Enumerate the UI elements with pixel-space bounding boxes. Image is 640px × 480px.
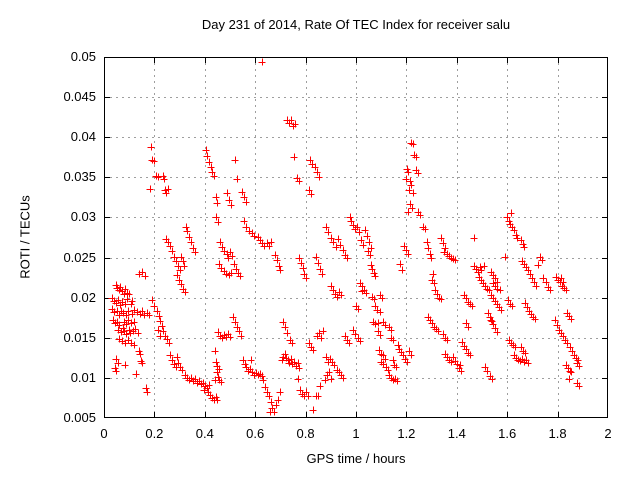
y-tick-label: 0.03 bbox=[70, 209, 96, 225]
y-tick-label: 0.02 bbox=[70, 289, 96, 305]
data-points bbox=[108, 58, 583, 416]
y-tick-label: 0.025 bbox=[63, 249, 96, 265]
x-tick-label: 0 bbox=[100, 426, 108, 441]
plot-border bbox=[104, 57, 608, 418]
chart-title: Day 231 of 2014, Rate Of TEC Index for r… bbox=[201, 17, 511, 32]
y-tick-label: 0.035 bbox=[63, 169, 96, 185]
y-tick-label: 0.045 bbox=[63, 89, 96, 105]
x-tick-label: 0.2 bbox=[145, 426, 164, 441]
x-tick-label: 1.6 bbox=[498, 426, 517, 441]
y-tick-label: 0.005 bbox=[63, 410, 96, 425]
y-tick-label: 0.01 bbox=[70, 369, 96, 385]
y-tick-label: 0.05 bbox=[70, 49, 96, 64]
scatter-plot bbox=[104, 57, 608, 418]
x-tick-label: 1.8 bbox=[548, 426, 567, 441]
y-axis-label: ROTI / TECUs bbox=[17, 195, 33, 279]
x-tick-label: 0.8 bbox=[296, 426, 315, 441]
x-axis-label: GPS time / hours bbox=[306, 451, 406, 466]
x-tick-label: 1.4 bbox=[447, 426, 466, 441]
y-tick-label: 0.015 bbox=[63, 329, 96, 345]
x-tick-label: 0.6 bbox=[246, 426, 265, 441]
x-tick-label: 2 bbox=[604, 426, 612, 441]
y-tick-label: 0.04 bbox=[70, 129, 96, 145]
x-tick-label: 1.2 bbox=[397, 426, 416, 441]
x-tick-label: 1 bbox=[352, 426, 360, 441]
x-tick-label: 0.4 bbox=[195, 426, 214, 441]
